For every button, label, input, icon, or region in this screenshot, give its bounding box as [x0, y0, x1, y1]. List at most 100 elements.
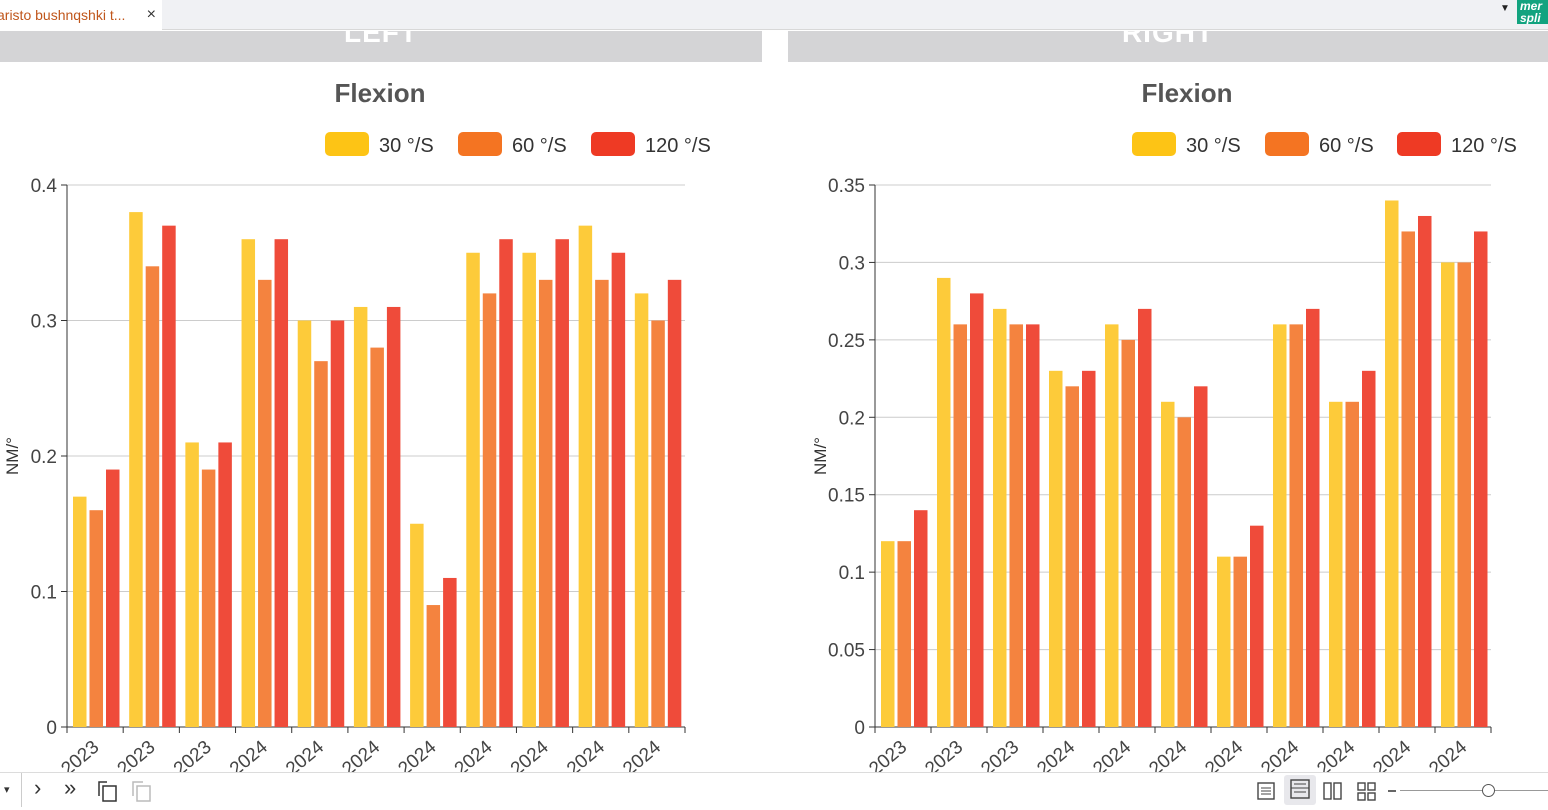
x-tick-label: 2024	[226, 736, 272, 772]
tab-title: aristo bushnqshki t...	[0, 7, 126, 23]
bar	[1138, 308, 1152, 727]
bar	[1105, 324, 1119, 727]
x-tick-label: 2024	[563, 736, 609, 772]
bar	[426, 605, 441, 727]
legend-label: 120 °/S	[1451, 135, 1517, 157]
bar	[1121, 339, 1135, 727]
y-tick-label: 0.25	[828, 331, 865, 352]
bar	[667, 279, 682, 727]
next-page-icon[interactable]: ›	[34, 775, 42, 800]
y-tick-label: 0	[854, 718, 865, 739]
brand-logo: mer spli	[1517, 0, 1548, 24]
bar	[1082, 370, 1096, 727]
bar	[914, 510, 928, 727]
last-page-icon[interactable]: »	[64, 775, 77, 800]
zoom-slider[interactable]	[1400, 790, 1548, 791]
bar	[162, 225, 176, 727]
y-tick-label: 0.1	[31, 583, 57, 604]
zoom-slider-handle[interactable]	[1482, 784, 1495, 797]
right-flexion-chart: Flexion 30 °/S 60 °/S 120 °/S 0 0.05 0.1 0.15 0.…	[811, 78, 1517, 772]
document-tab[interactable]: aristo bushnqshki t... ×	[0, 0, 162, 30]
x-tick-label: 2023	[977, 737, 1023, 772]
tab-list-dropdown-icon[interactable]: ▼	[1500, 3, 1510, 14]
book-view-icon[interactable]	[1356, 781, 1378, 801]
bar	[993, 308, 1007, 727]
y-tick-label: 0.3	[839, 253, 865, 274]
legend-label: 30 °/S	[1186, 135, 1241, 157]
bar	[1161, 401, 1175, 727]
x-tick-label: 2023	[865, 737, 911, 772]
y-tick-label: 0.2	[839, 408, 865, 429]
bottom-toolbar: ▾ › »	[0, 772, 1548, 807]
x-tick-label: 2024	[1369, 736, 1415, 772]
x-tick-label: 2023	[57, 737, 103, 772]
bar	[634, 293, 649, 727]
bar	[1474, 231, 1488, 727]
bar	[330, 320, 345, 727]
bar	[1009, 324, 1023, 727]
bar	[538, 279, 553, 727]
bar	[1217, 556, 1231, 727]
y-tick-label: 0.05	[828, 641, 865, 662]
bar	[1362, 370, 1376, 727]
legend-swatch	[591, 132, 635, 156]
bar	[970, 293, 984, 727]
x-tick-label: 2023	[921, 737, 967, 772]
bar	[1306, 308, 1320, 727]
y-axis-label: NM/°	[811, 437, 830, 475]
left-section-header: LEFT	[0, 31, 762, 62]
continuous-view-button[interactable]	[1284, 775, 1316, 805]
legend-swatch	[325, 132, 369, 156]
legend-label: 120 °/S	[645, 135, 711, 157]
bar	[89, 510, 103, 727]
bar	[353, 306, 368, 727]
bar	[897, 541, 911, 727]
two-page-view-icon[interactable]	[1322, 781, 1344, 801]
bar	[937, 277, 951, 727]
left-header-text: LEFT	[344, 31, 418, 48]
bar	[145, 266, 160, 727]
bar	[651, 320, 665, 727]
bar	[555, 239, 569, 727]
bar	[1233, 556, 1247, 727]
chart-title: Flexion	[334, 78, 425, 108]
tab-bar: aristo bushnqshki t... × ▼ mer spli	[0, 0, 1548, 30]
bar	[201, 469, 216, 727]
legend-label: 60 °/S	[512, 135, 567, 157]
left-flexion-chart: Flexion 30 °/S 60 °/S 120 °/S 0 0.1 0.2 0.3 0.4 N…	[3, 78, 711, 772]
x-tick-label: 2024	[1313, 736, 1359, 772]
bar	[595, 279, 609, 727]
close-icon[interactable]: ×	[146, 6, 156, 23]
bar	[241, 239, 256, 727]
y-tick-label: 0.4	[31, 176, 58, 197]
extract-page-icon[interactable]	[131, 780, 155, 804]
x-tick-label: 2024	[1257, 736, 1303, 772]
legend-swatch	[1397, 132, 1441, 156]
bar	[218, 442, 232, 727]
bar	[370, 347, 384, 727]
rotate-page-icon[interactable]	[97, 780, 121, 804]
bar	[499, 239, 513, 727]
x-tick-label: 2024	[1425, 736, 1471, 772]
bar	[1441, 262, 1455, 727]
legend-swatch	[1265, 132, 1309, 156]
legend-label: 60 °/S	[1319, 135, 1374, 157]
y-tick-label: 0.35	[828, 176, 865, 197]
bar	[73, 496, 87, 727]
chart-title: Flexion	[1141, 78, 1232, 108]
bar	[410, 523, 424, 727]
right-section-header: RIGHT	[788, 31, 1548, 62]
legend-label: 30 °/S	[379, 135, 434, 157]
page-dropdown-icon[interactable]: ▾	[4, 784, 10, 796]
bar	[1385, 200, 1399, 727]
zoom-out-button[interactable]	[1388, 790, 1396, 792]
bar	[578, 225, 593, 727]
single-page-view-icon[interactable]	[1256, 781, 1276, 801]
bar	[1026, 324, 1040, 727]
x-tick-label: 2023	[114, 737, 160, 772]
y-axis-label: NM/°	[3, 437, 22, 475]
bar	[1418, 215, 1432, 727]
x-tick-label: 2023	[170, 737, 216, 772]
y-tick-label: 0.15	[828, 486, 865, 507]
bar	[129, 212, 143, 728]
